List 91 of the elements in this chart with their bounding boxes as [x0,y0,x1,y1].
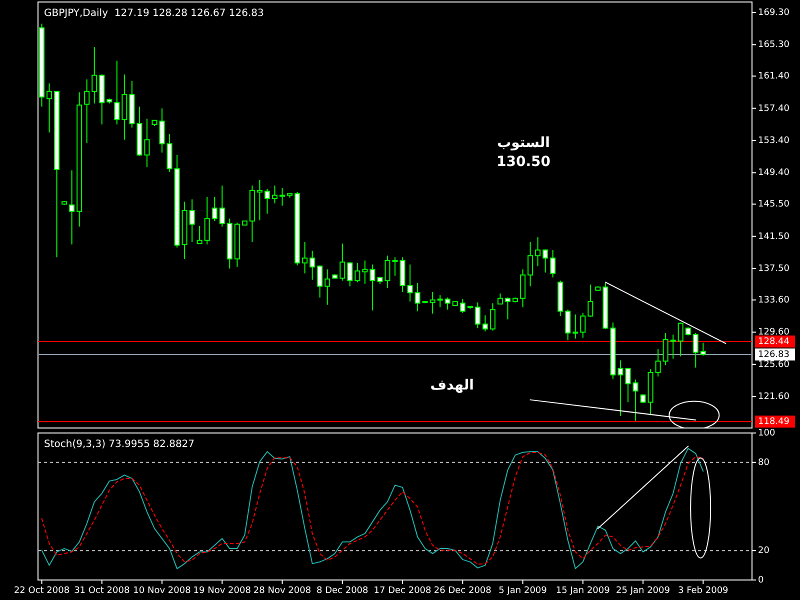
x-tick-label: 22 Oct 2008 [14,586,70,596]
candlestick [430,291,436,314]
x-tick-label: 25 Jan 2009 [616,586,670,596]
candlestick [482,314,488,332]
candlestick [460,298,466,314]
candlestick [535,236,541,267]
y-tick-label: 149.40 [758,168,790,178]
candlestick [317,264,323,298]
y-tick-label: 153.40 [758,136,790,146]
x-tick-label: 31 Oct 2008 [74,586,130,596]
candlestick [264,188,270,214]
candlestick [528,241,534,287]
candlestick [474,302,480,329]
y-tick-label: 20 [758,546,770,556]
x-tick-label: 8 Dec 2008 [316,586,369,596]
candlestick [159,108,165,154]
x-tick-label: 26 Dec 2008 [434,586,492,596]
y-tick-label: 80 [758,458,770,468]
candlestick [196,225,202,244]
candlestick [565,309,571,341]
x-tick-label: 19 Nov 2008 [193,586,252,596]
candlestick [497,293,503,304]
candlestick [219,185,225,228]
candlestick [384,255,390,288]
candlestick [550,250,556,278]
ref-line-label: 128.44 [758,336,790,347]
x-tick-label: 10 Nov 2008 [133,586,192,596]
text: Stoch(9,3,3) 73.9955 82.8827 [44,439,195,450]
candlestick [114,60,120,125]
x-tick-label: 28 Nov 2008 [253,586,312,596]
y-tick-label: 157.40 [758,104,790,114]
y-tick-label: 0 [758,575,764,586]
annotation: الهدف [430,378,474,394]
candlestick [189,198,195,242]
candlestick [324,268,330,306]
candlestick [84,78,90,144]
candlestick [580,312,586,338]
candlestick [370,264,376,311]
candlestick [280,188,286,206]
candlestick [46,82,52,133]
candlestick [362,260,368,284]
candlestick [437,294,443,308]
ref-line-label: 118.49 [758,417,790,428]
candlestick [542,248,548,274]
candlestick [144,118,150,168]
annotation: الستوب [497,134,550,151]
y-tick-label: 169.30 [758,8,790,18]
y-tick-label: 100 [758,428,776,438]
candlestick [490,302,496,332]
y-tick-label: 145.50 [758,200,790,210]
y-tick-label: 129.60 [758,328,790,338]
candlestick [414,282,420,312]
candlestick [504,297,510,320]
candlestick [272,185,278,204]
annotation: 130.50 [496,154,551,170]
candlestick [92,46,98,104]
candlestick [520,268,526,308]
candlestick [310,250,316,280]
x-tick-label: 15 Jan 2009 [556,586,610,596]
x-tick-label: 5 Jan 2009 [498,586,548,596]
candlestick [662,332,668,366]
candlestick [655,348,661,377]
candlestick [700,342,706,356]
candlestick [444,297,450,310]
x-tick-label: 17 Dec 2008 [374,586,432,596]
candlestick [572,314,578,340]
y-tick-label: 121.60 [758,392,790,402]
candlestick [354,262,360,283]
y-tick-label: 161.40 [758,72,790,82]
candlestick [204,196,210,245]
y-tick-label: 125.60 [758,360,790,370]
y-tick-label: 141.50 [758,232,790,242]
candlestick [407,264,413,302]
candlestick [692,332,698,368]
y-tick-label: 137.50 [758,264,790,274]
candlestick [256,179,262,221]
candlestick [69,170,75,245]
y-tick-label: 165.30 [758,40,790,50]
candlestick [340,243,346,282]
candlestick [625,368,631,403]
x-tick-label: 3 Feb 2009 [678,586,729,596]
y-tick-label: 133.60 [758,295,790,306]
candlestick [588,284,594,318]
text: GBPJPY,Daily 127.19 128.28 126.67 126.83 [44,8,264,19]
candlestick [347,262,353,287]
candlestick [392,256,398,276]
ref-line-label: 126.83 [758,350,790,360]
candlestick [678,322,684,357]
candlestick [670,334,676,360]
candlestick [212,196,218,222]
candlestick [302,241,308,274]
